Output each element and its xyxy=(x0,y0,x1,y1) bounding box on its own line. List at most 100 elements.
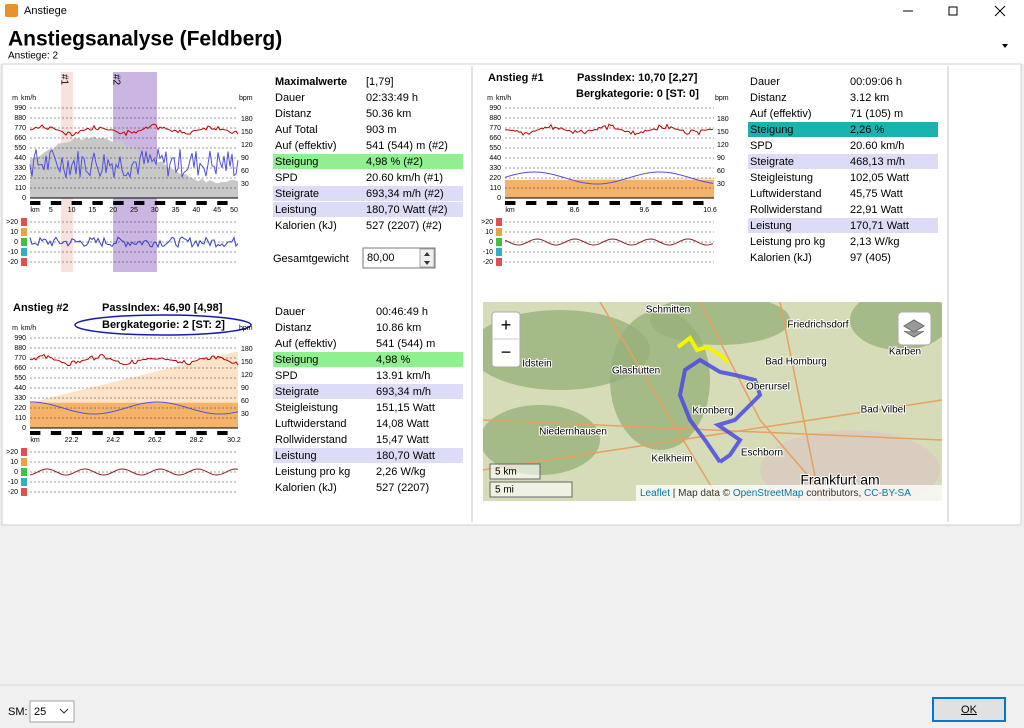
header-dropdown[interactable] xyxy=(1002,44,1008,48)
km-band xyxy=(92,201,103,205)
y2-tick-label: 150 xyxy=(241,359,253,366)
stat-label: Steigleistung xyxy=(275,402,338,414)
km-band xyxy=(196,431,207,435)
stat-value: 151,15 Watt xyxy=(376,402,435,414)
zoom-in[interactable]: + xyxy=(501,315,512,335)
unit-label: km/h xyxy=(21,325,36,332)
y-tick-label: 110 xyxy=(490,185,501,192)
km-band xyxy=(175,201,186,205)
select-arrow xyxy=(59,708,69,714)
stat-label: Steigung xyxy=(275,354,318,366)
stat-label: Leistung pro kg xyxy=(750,236,825,248)
stat-value: 541 (544) m (#2) xyxy=(366,140,448,152)
pass-index: PassIndex: 10,70 [2,27] xyxy=(577,72,698,84)
stat-value: 50.36 km xyxy=(366,108,411,120)
road xyxy=(699,302,831,501)
y-tick-label: 0 xyxy=(22,425,26,432)
y2-tick-label: 60 xyxy=(241,168,249,175)
ok-label[interactable]: OK xyxy=(961,704,978,716)
attribution: Leaflet | Map data © OpenStreetMap contr… xyxy=(640,488,911,499)
km-band xyxy=(154,201,166,205)
attribution-part[interactable]: CC-BY-SA xyxy=(864,488,911,499)
place-label: Niedernhausen xyxy=(539,427,607,438)
stat-value: 180,70 Watt (#2) xyxy=(366,204,448,216)
title-bar xyxy=(0,0,1024,22)
grade-area xyxy=(505,178,714,180)
x-tick-label: 40 xyxy=(193,207,201,214)
small-tick-label: 0 xyxy=(489,239,493,246)
attribution-part: contributors, xyxy=(803,488,864,499)
small-tick-label: -20 xyxy=(483,259,493,266)
row-highlight xyxy=(273,154,463,169)
attribution-part[interactable]: OpenStreetMap xyxy=(733,488,804,499)
map: Schmitten Friedrichsdorf Idstein Glashütten… xyxy=(483,302,942,501)
x-tick-label: 50 xyxy=(230,207,238,214)
unit-label: bpm xyxy=(239,95,253,102)
y-tick-label: 330 xyxy=(489,165,501,172)
stat-label: Auf (effektiv) xyxy=(275,338,337,350)
unit-label: bpm xyxy=(715,95,729,102)
small-tick-label: 0 xyxy=(14,469,18,476)
unit-label: km/h xyxy=(496,95,511,102)
climb-marker: #1 xyxy=(58,74,69,86)
stat-label: Distanz xyxy=(275,322,312,334)
stat-label: Kalorien (kJ) xyxy=(750,252,812,264)
x-tick-label: 25 xyxy=(130,207,138,214)
x-tick-label: 30 xyxy=(151,207,159,214)
grade-color xyxy=(496,228,502,236)
y-tick-label: 660 xyxy=(489,135,501,142)
weight-input[interactable] xyxy=(362,247,436,269)
y2-tick-label: 60 xyxy=(717,168,725,175)
y-tick-label: 880 xyxy=(489,115,501,122)
stat-value: 20.60 km/h (#1) xyxy=(366,172,443,184)
grade-color xyxy=(21,258,27,266)
row-highlight xyxy=(748,218,938,233)
close-button[interactable] xyxy=(994,5,1006,17)
stat-value: 527 (2207) xyxy=(376,482,429,494)
x-tick-label: 10.6 xyxy=(703,207,717,214)
stat-value: 102,05 Watt xyxy=(850,172,909,184)
maximize-button[interactable] xyxy=(948,6,958,16)
small-tick-label: -10 xyxy=(8,479,18,486)
stat-label: Luftwiderstand xyxy=(275,418,347,430)
y2-tick-label: 120 xyxy=(717,142,729,149)
stat-label: Dauer xyxy=(750,76,780,88)
page-title: Anstiegsanalyse (Feldberg) xyxy=(8,28,282,51)
stat-value: 14,08 Watt xyxy=(376,418,429,430)
zoom-out[interactable]: − xyxy=(501,342,512,362)
stat-value: 2,13 W/kg xyxy=(850,236,900,248)
grade-color xyxy=(21,488,27,496)
stat-label: Kalorien (kJ) xyxy=(275,220,337,232)
grade-color xyxy=(21,468,27,476)
stat-label: Distanz xyxy=(750,92,787,104)
scale-bar xyxy=(489,481,573,498)
x-tick-label: 22.2 xyxy=(65,437,79,444)
forest xyxy=(483,405,600,475)
sm-select[interactable] xyxy=(29,700,75,723)
x-tick-label: 35 xyxy=(172,207,180,214)
y-tick-label: 660 xyxy=(14,135,26,142)
climb-marker: #2 xyxy=(110,74,121,86)
km-band xyxy=(693,201,704,205)
spinner[interactable] xyxy=(419,248,435,268)
pass-index: PassIndex: 46,90 [4,98] xyxy=(102,302,223,314)
y2-tick-label: 30 xyxy=(241,411,249,418)
attribution-part[interactable]: Leaflet xyxy=(640,488,670,499)
stat-label: Steigrate xyxy=(275,188,319,200)
sm-value[interactable]: 25 xyxy=(34,706,46,718)
y-tick-label: 440 xyxy=(14,155,26,162)
small-tick-label: -20 xyxy=(8,259,18,266)
small-tick-label: 10 xyxy=(485,229,493,236)
place-label: Idstein xyxy=(522,359,551,370)
km-band xyxy=(113,431,124,435)
stat-value: 97 (405) xyxy=(850,252,891,264)
ok-button[interactable] xyxy=(932,697,1006,722)
scale-label: 5 mi xyxy=(495,485,514,496)
road xyxy=(483,419,942,441)
grade-area xyxy=(30,351,238,403)
weight-value[interactable]: 80,00 xyxy=(367,252,395,264)
stat-value: 527 (2207) (#2) xyxy=(366,220,442,232)
place-label: Glashütten xyxy=(612,366,660,377)
stat-value: 45,75 Watt xyxy=(850,188,903,200)
grade-color xyxy=(21,448,27,456)
